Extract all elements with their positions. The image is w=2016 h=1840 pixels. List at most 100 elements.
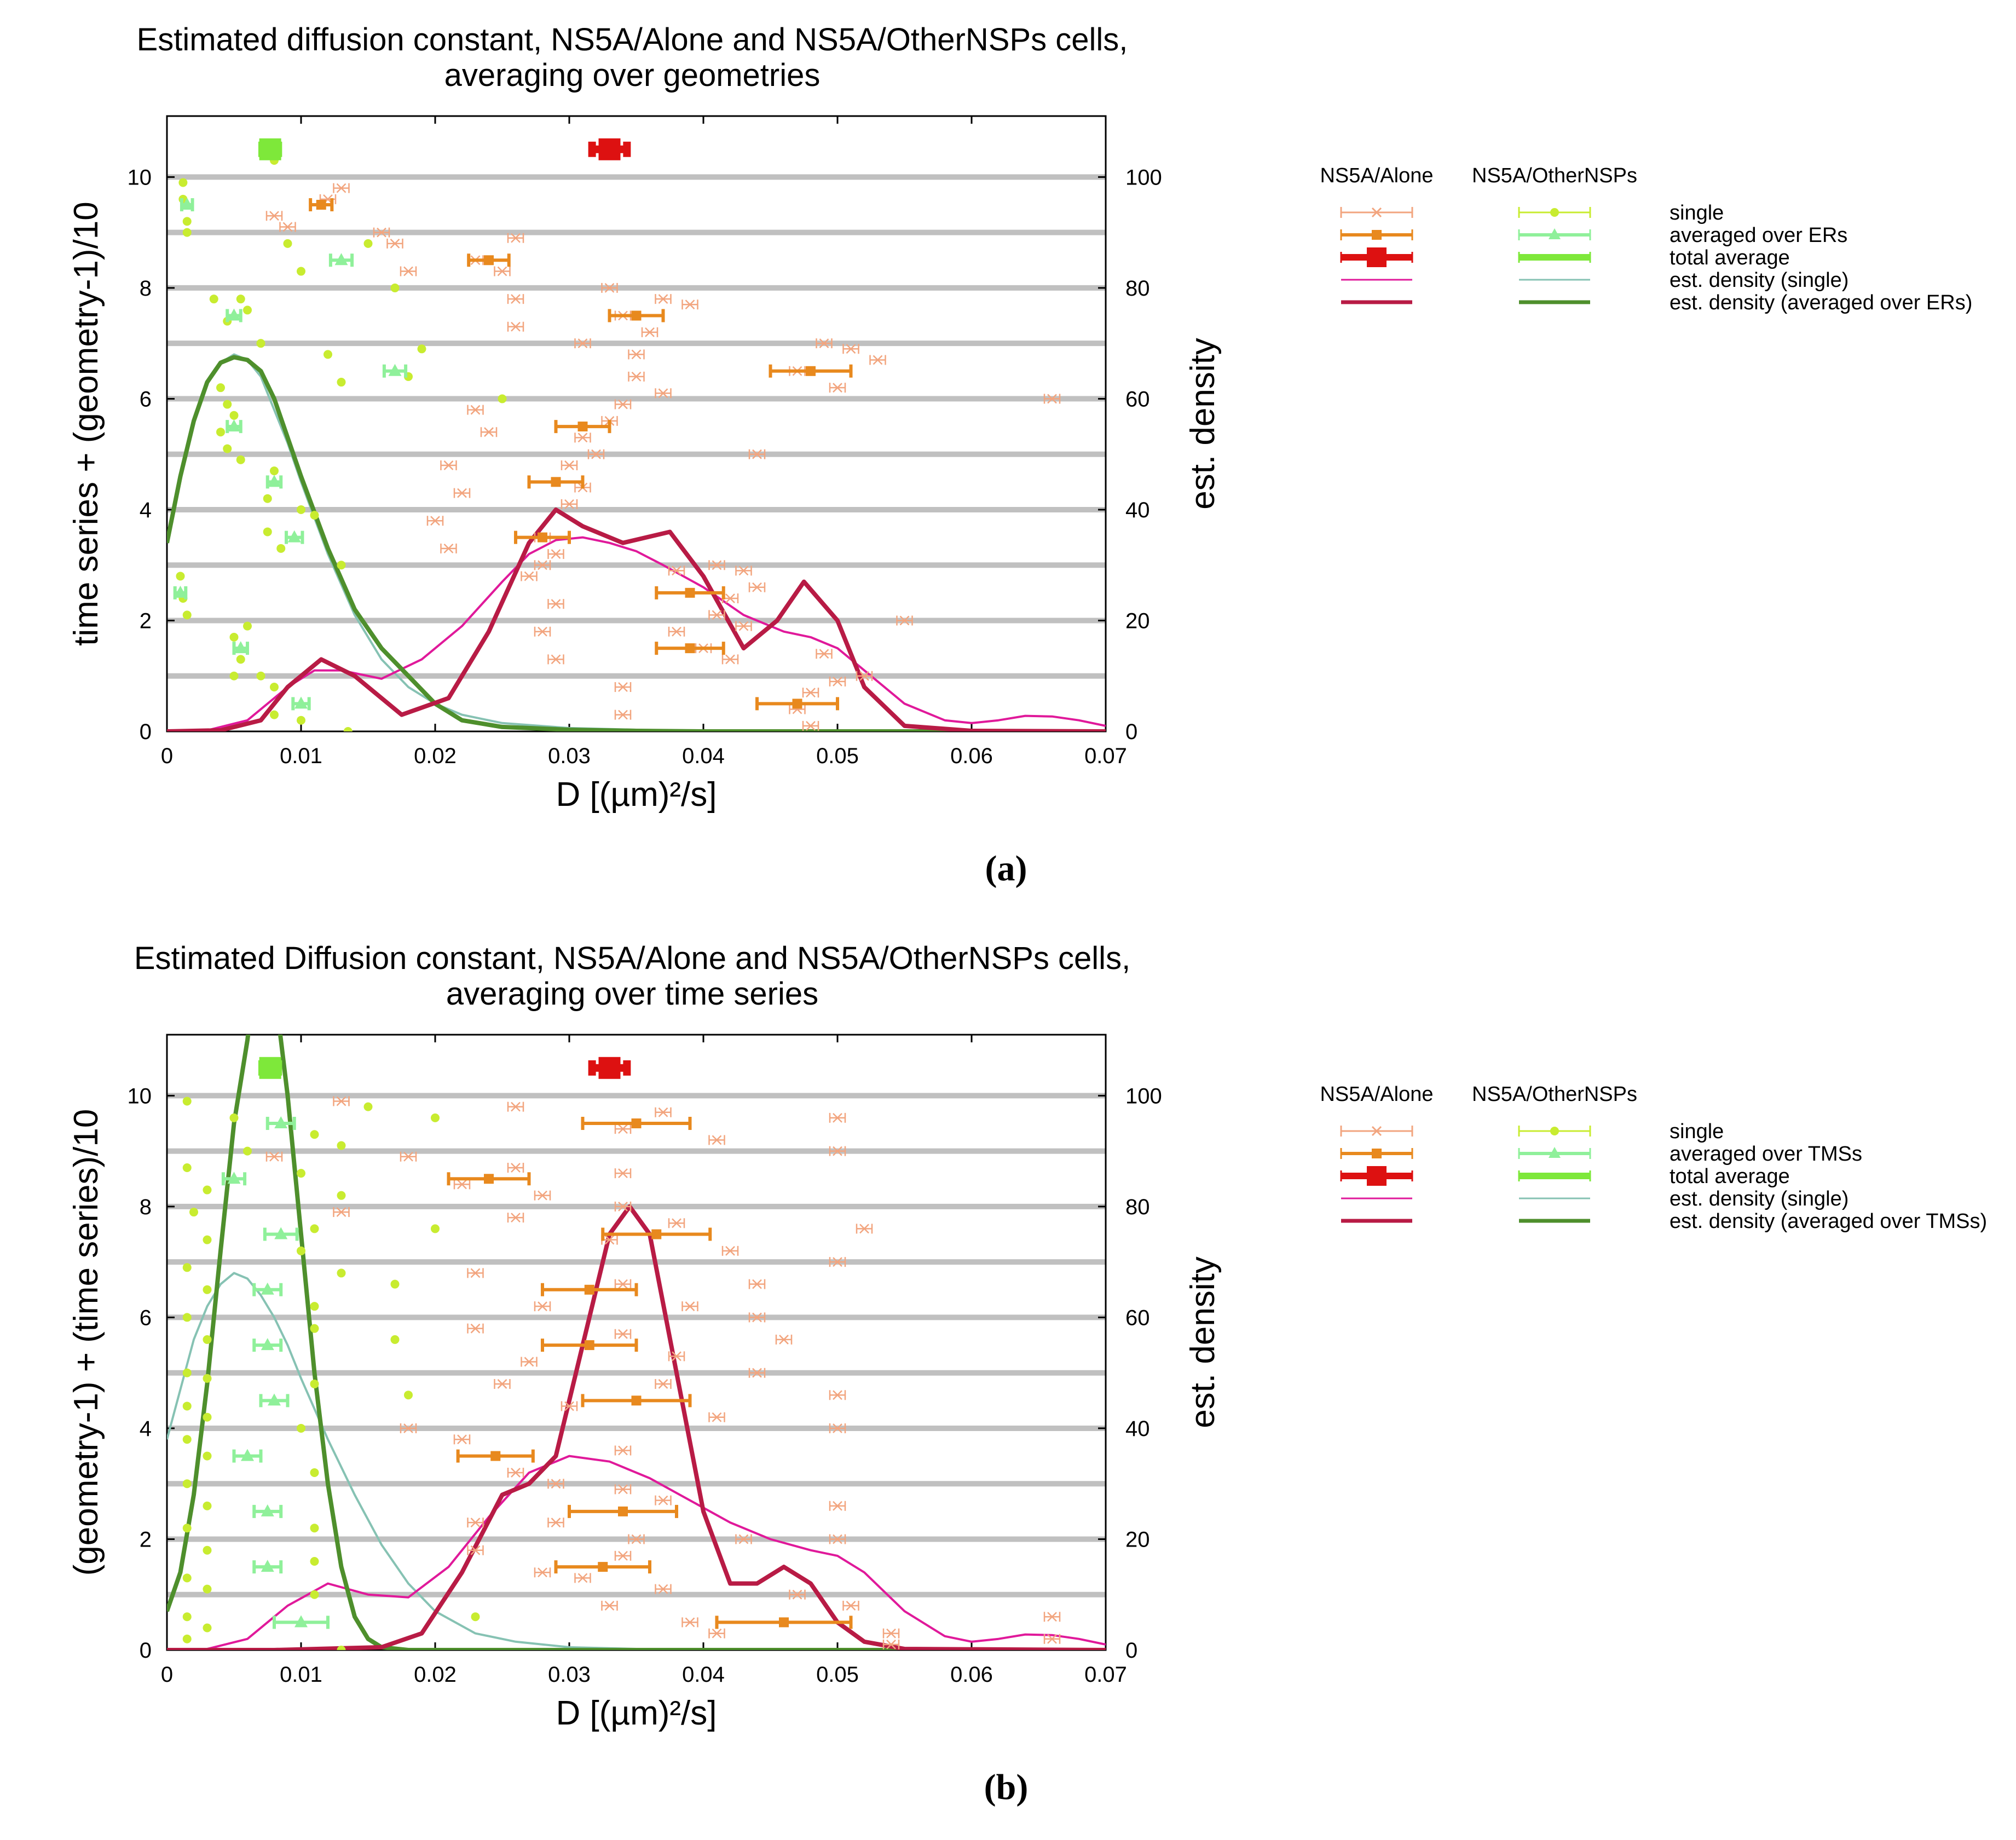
y-tick-label-left: 4 — [140, 498, 152, 522]
plot-area — [167, 138, 1106, 731]
other-single-point — [337, 1191, 346, 1200]
alone-single-point — [494, 1378, 511, 1389]
other-avg-point — [274, 1116, 288, 1129]
x-tick-label: 0.07 — [1084, 1663, 1127, 1687]
alone-avg-point — [316, 200, 326, 210]
alone-single-point — [842, 1600, 859, 1611]
other-single-point — [363, 239, 373, 248]
other-single-point — [431, 1224, 440, 1233]
other-single-point — [182, 1401, 192, 1411]
y-tick-label-right: 100 — [1125, 1084, 1162, 1108]
other-single-point — [216, 383, 225, 393]
legend-entry-label: single — [1670, 1120, 1724, 1143]
other-single-point — [337, 561, 346, 570]
alone-single-point — [400, 266, 417, 276]
other-single-point — [203, 1412, 212, 1422]
alone-single-point — [534, 1301, 551, 1312]
y-tick-label-left: 8 — [140, 276, 152, 301]
alone-single-point — [628, 1534, 645, 1544]
alone-single-point — [829, 1501, 846, 1511]
alone-single-point — [681, 299, 698, 310]
alone-avg-point — [551, 477, 561, 487]
alone-single-point — [789, 1589, 806, 1600]
other-single-point — [189, 1208, 198, 1217]
chart-a: Estimated diffusion constant, NS5A/Alone… — [67, 22, 1972, 889]
y-tick-label-left: 8 — [140, 1195, 152, 1219]
other-single-point — [310, 1224, 319, 1233]
legend-header-alone: NS5A/Alone — [1320, 164, 1433, 187]
other-single-point — [310, 1130, 319, 1139]
alone-single-point — [400, 1151, 417, 1162]
x-tick-label: 0.06 — [950, 744, 993, 768]
other-single-point — [337, 378, 346, 387]
other-single-point — [343, 727, 353, 731]
alone-single-point — [708, 1628, 725, 1639]
other-single-point — [182, 1163, 192, 1173]
alone-single-point — [802, 688, 819, 698]
other-avg-point — [261, 1282, 274, 1295]
chart-b: Estimated Diffusion constant, NS5A/Alone… — [67, 941, 1987, 1807]
other-single-point — [256, 671, 265, 680]
other-single-point — [498, 394, 507, 403]
y-tick-label-right: 20 — [1125, 609, 1150, 633]
density-curve-other-avg — [167, 1035, 1106, 1650]
other-single-point — [182, 1097, 192, 1106]
other-avg-point — [287, 530, 301, 543]
plot-area — [167, 1035, 1106, 1650]
alone-single-point — [574, 432, 591, 443]
other-single-point — [297, 1246, 305, 1255]
alone-single-point — [829, 1146, 846, 1156]
y-tick-label-right: 0 — [1125, 1639, 1137, 1663]
other-single-point — [310, 1379, 319, 1388]
other-single-point — [390, 1335, 400, 1344]
alone-single-point — [655, 294, 672, 304]
alone-single-point — [547, 599, 564, 609]
figure-panel-a: Estimated diffusion constant, NS5A/Alone… — [0, 0, 2016, 919]
alone-single-point — [882, 1639, 900, 1649]
other-single-point — [297, 267, 305, 276]
plot-frame — [166, 115, 1107, 732]
other-single-point — [310, 1324, 319, 1333]
alone-single-point — [507, 294, 524, 304]
alone-single-point — [453, 1179, 471, 1190]
alone-single-point — [856, 671, 873, 681]
alone-avg-point — [631, 1395, 642, 1406]
other-single-point — [297, 1423, 305, 1433]
other-single-point — [182, 1479, 192, 1489]
legend-marker-other — [1550, 208, 1559, 217]
legend-entry-label: est. density (averaged over ERs) — [1670, 291, 1972, 314]
alone-single-point — [829, 383, 846, 393]
other-single-point — [229, 632, 239, 642]
alone-single-point — [896, 615, 913, 626]
x-tick-label: 0.07 — [1084, 744, 1127, 768]
alone-single-point — [601, 282, 618, 293]
alone-avg-point — [792, 699, 802, 709]
y-tick-label-left: 6 — [140, 1306, 152, 1330]
y-tick-label-left: 2 — [140, 1527, 152, 1551]
alone-single-point — [561, 1401, 578, 1411]
alone-single-point — [748, 1368, 766, 1378]
other-single-point — [243, 1146, 252, 1156]
alone-single-point — [467, 1518, 484, 1528]
y-axis-label-right: est. density — [1184, 338, 1222, 510]
legend-entry-label: averaged over ERs — [1670, 224, 1847, 247]
y-tick-label-right: 80 — [1125, 1195, 1150, 1219]
alone-single-point — [842, 344, 859, 354]
other-single-point — [182, 1313, 192, 1322]
other-avg-point — [174, 585, 187, 598]
other-single-point — [182, 217, 192, 226]
other-single-point — [223, 400, 232, 409]
y-tick-label-right: 0 — [1125, 720, 1137, 744]
alone-single-point — [775, 1334, 793, 1345]
panel-label: (a) — [985, 849, 1027, 889]
other-avg-point — [227, 308, 241, 321]
alone-single-point — [681, 1301, 698, 1312]
alone-single-point — [534, 560, 551, 570]
alone-single-point — [614, 1168, 632, 1179]
other-avg-point — [234, 641, 247, 654]
alone-single-point — [467, 1268, 484, 1278]
alone-single-point — [748, 1312, 766, 1323]
other-avg-point — [294, 696, 308, 709]
alone-single-point — [655, 1584, 672, 1594]
other-single-point — [297, 716, 305, 725]
